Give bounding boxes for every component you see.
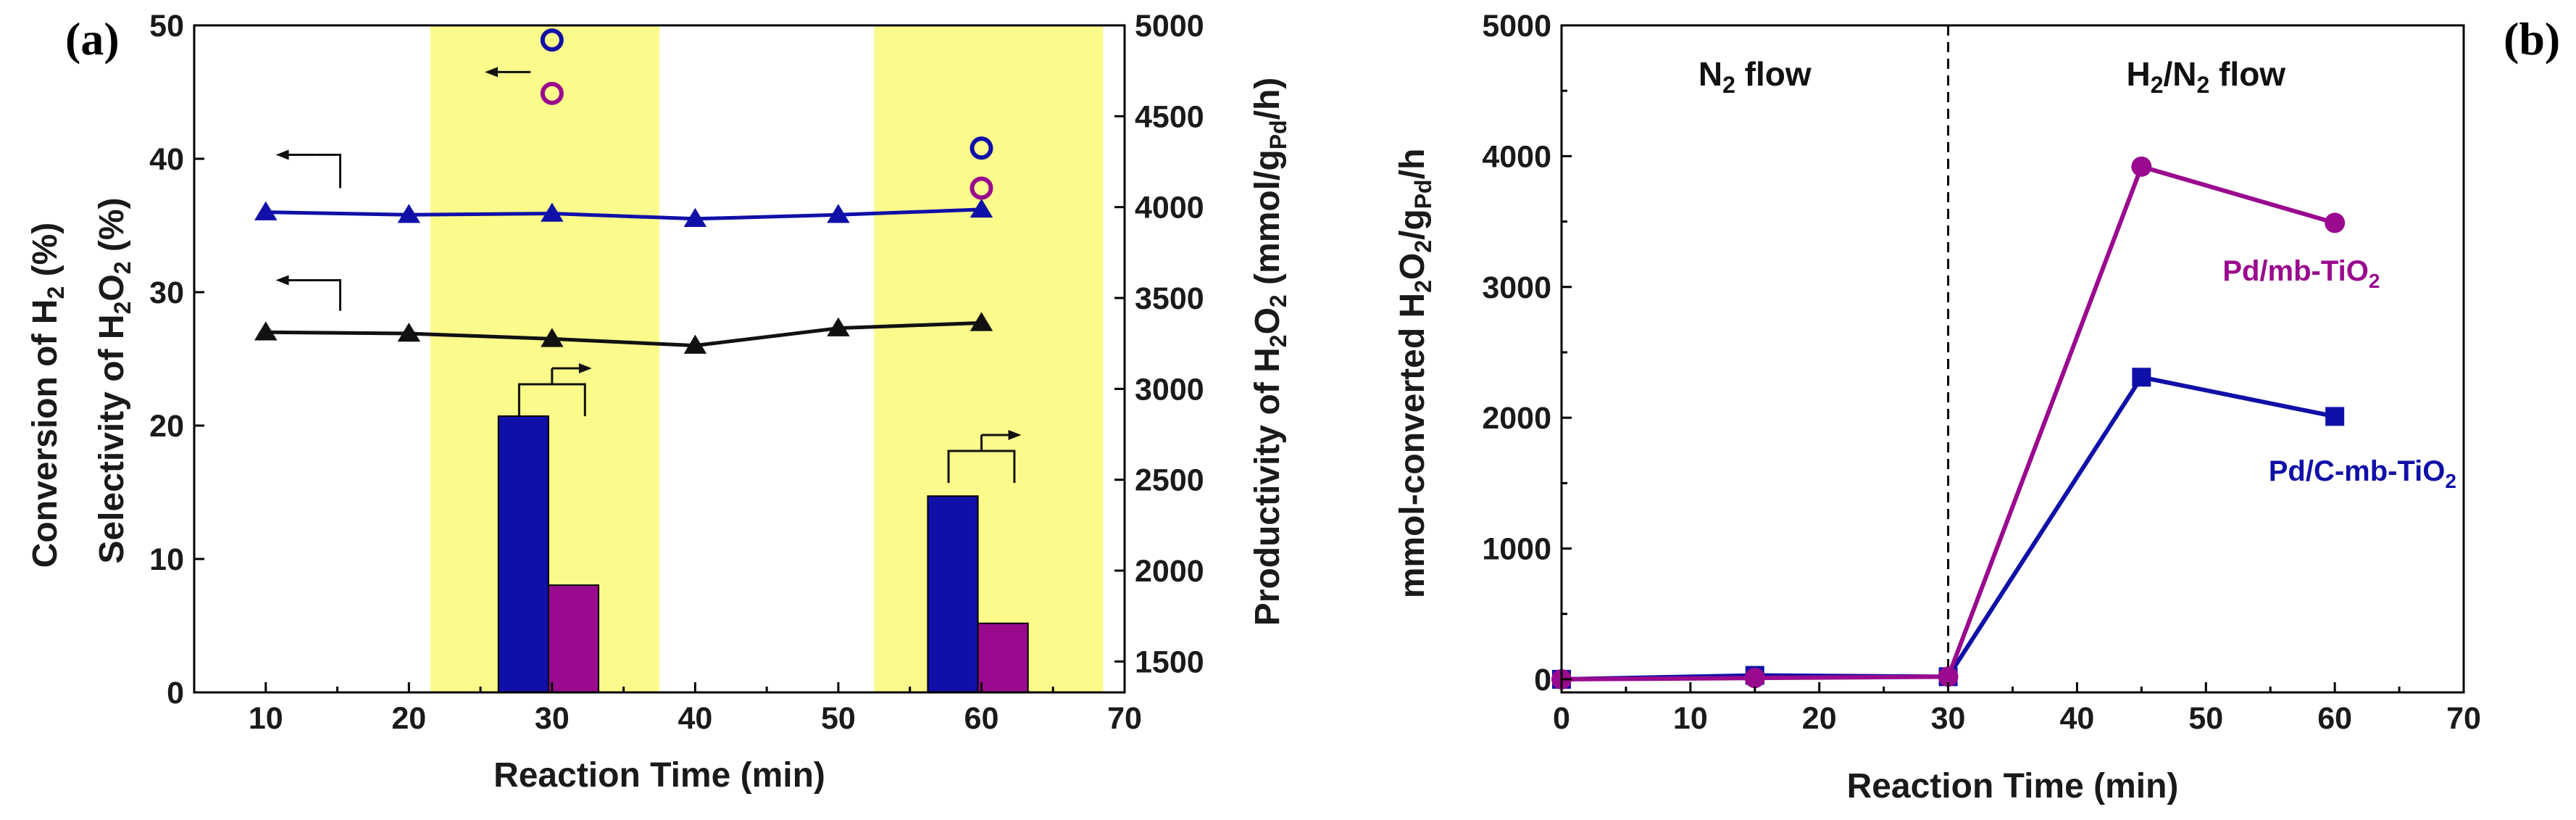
y-axis-title-selectivity: Selectivity of H2O2 (%) — [93, 197, 136, 563]
arrow-head — [1008, 429, 1022, 440]
y-axis-title-conversion: Conversion of H2 (%) — [26, 223, 69, 568]
x-tick-label: 40 — [2060, 701, 2095, 736]
x-tick-label: 70 — [1107, 701, 1142, 736]
triangle-point-black — [541, 328, 564, 347]
region-label-n2-flow: N2 flow — [1698, 55, 1812, 98]
triangle-point-black — [397, 323, 421, 342]
bar-purple-61.5 — [977, 622, 1029, 694]
y-left-tick-label: 40 — [149, 142, 184, 177]
x-tick-label: 10 — [249, 701, 283, 736]
x-tick-label: 60 — [2317, 701, 2352, 736]
panel-label-a: (a) — [65, 13, 120, 65]
square-point — [2132, 368, 2151, 387]
x-tick-label: 60 — [964, 701, 999, 736]
y-right-tick-label: 4500 — [1135, 99, 1204, 134]
triangle-point-blue — [254, 201, 278, 220]
open-circle-purple — [540, 81, 564, 105]
tick-labels: 0 10 20 30 40 50 60 70 0 1000 2000 3000 4000 5000 — [1482, 9, 2481, 736]
y-tick-label: 5000 — [1482, 9, 1551, 44]
circle-point — [1938, 666, 1959, 687]
triangle-point-blue — [541, 202, 564, 222]
x-tick-label: 0 — [1553, 701, 1570, 736]
series-label-pd-c-mb-tio2: Pd/C-mb-TiO2 — [2269, 455, 2456, 492]
open-circle-purple — [970, 176, 993, 200]
triangle-point-blue — [827, 204, 850, 223]
plot-frame — [193, 24, 1126, 694]
x-axis-title: Reaction Time (min) — [1847, 767, 2179, 805]
triangle-point-black — [254, 321, 278, 341]
x-tick-label: 50 — [2188, 701, 2223, 736]
bar-blue-28 — [497, 415, 549, 694]
x-tick-label: 10 — [1673, 701, 1708, 736]
arrow-head — [275, 275, 289, 286]
triangle-point-black — [970, 312, 993, 331]
highlight-bands — [430, 25, 1104, 692]
line-series — [265, 207, 982, 348]
x-tick-label: 40 — [678, 701, 712, 736]
y-tick-label: 3000 — [1482, 270, 1551, 305]
y-left-tick-label: 10 — [149, 542, 184, 577]
x-tick-label: 20 — [391, 701, 426, 736]
axis-indicator-arrows — [275, 67, 1022, 484]
circle-point — [2131, 156, 2152, 177]
tick-labels: 10 20 30 40 50 60 70 0 10 20 30 40 50 1500 2000 2500 300… — [149, 9, 1204, 736]
triangle-point-black — [683, 334, 707, 354]
plot-frame — [1560, 24, 2465, 694]
data-markers — [1551, 156, 2346, 689]
triangle-point-black — [827, 317, 850, 336]
arrow-head — [578, 363, 592, 373]
y-right-tick-label: 2000 — [1135, 554, 1204, 589]
y-right-tick-label: 3000 — [1135, 372, 1204, 407]
axes-box — [193, 24, 1126, 694]
arrow-shaft — [315, 153, 341, 189]
x-tick-label: 70 — [2446, 701, 2481, 736]
region-label-h2n2-flow: H2/N2 flow — [2126, 55, 2285, 98]
y-right-tick-label: 4000 — [1135, 191, 1204, 225]
highlight-band-1 — [874, 25, 1104, 692]
line-black — [265, 320, 982, 348]
series-label-pd-mb-tio2: Pd/mb-TiO2 — [2222, 255, 2380, 292]
x-tick-label: 50 — [821, 701, 856, 736]
arrow-head — [275, 149, 289, 160]
triangle-point-blue — [683, 207, 707, 228]
y-right-tick-label: 1500 — [1135, 645, 1204, 679]
circle-point — [2325, 212, 2346, 233]
arrow-shaft — [315, 278, 341, 311]
productivity-bars — [497, 415, 1029, 694]
y-tick-label: 1000 — [1482, 532, 1551, 567]
y-right-tick-label: 3500 — [1135, 281, 1204, 316]
x-tick-label: 30 — [535, 701, 570, 736]
y-axis-title-converted: mmol-converted H2O2/gPd/h — [1393, 149, 1436, 599]
y-tick-label: 2000 — [1482, 401, 1551, 436]
open-circle-blue — [970, 136, 993, 160]
triangle-point-blue — [397, 204, 421, 223]
arrow-head — [485, 67, 499, 78]
y-right-tick-label: 5000 — [1135, 9, 1204, 44]
square-point — [2325, 407, 2345, 426]
panel-label-b: (b) — [2504, 13, 2560, 65]
y-axis-title-productivity: Productivity of H2O2 (mmol/gPd/h) — [1249, 78, 1291, 626]
bar-purple-31.5 — [547, 584, 600, 693]
panel-a-chart: 10 20 30 40 50 60 70 0 10 20 30 40 50 1500 2000 2500 300… — [26, 9, 1291, 795]
y-left-tick-label: 0 — [167, 676, 184, 711]
y-tick-label: 4000 — [1482, 139, 1551, 174]
circle-point — [1744, 668, 1765, 689]
y-left-tick-label: 50 — [149, 9, 184, 44]
axes-box — [1560, 24, 2465, 694]
bar-blue-58 — [927, 495, 979, 693]
x-axis-title: Reaction Time (min) — [493, 756, 825, 795]
open-circle-blue — [540, 28, 564, 52]
panel-b-chart: 0 10 20 30 40 50 60 70 0 1000 2000 3000 4000 5000 N2 … — [1393, 9, 2560, 805]
y-left-tick-label: 30 — [149, 276, 184, 310]
y-right-tick-label: 2500 — [1135, 463, 1204, 498]
triangle-point-blue — [970, 198, 993, 218]
x-tick-label: 30 — [1931, 701, 1966, 736]
line-blue — [265, 207, 982, 221]
y-tick-label: 0 — [1534, 663, 1551, 697]
y-left-tick-label: 20 — [149, 409, 184, 444]
data-markers — [254, 28, 993, 354]
x-tick-label: 20 — [1802, 701, 1837, 736]
